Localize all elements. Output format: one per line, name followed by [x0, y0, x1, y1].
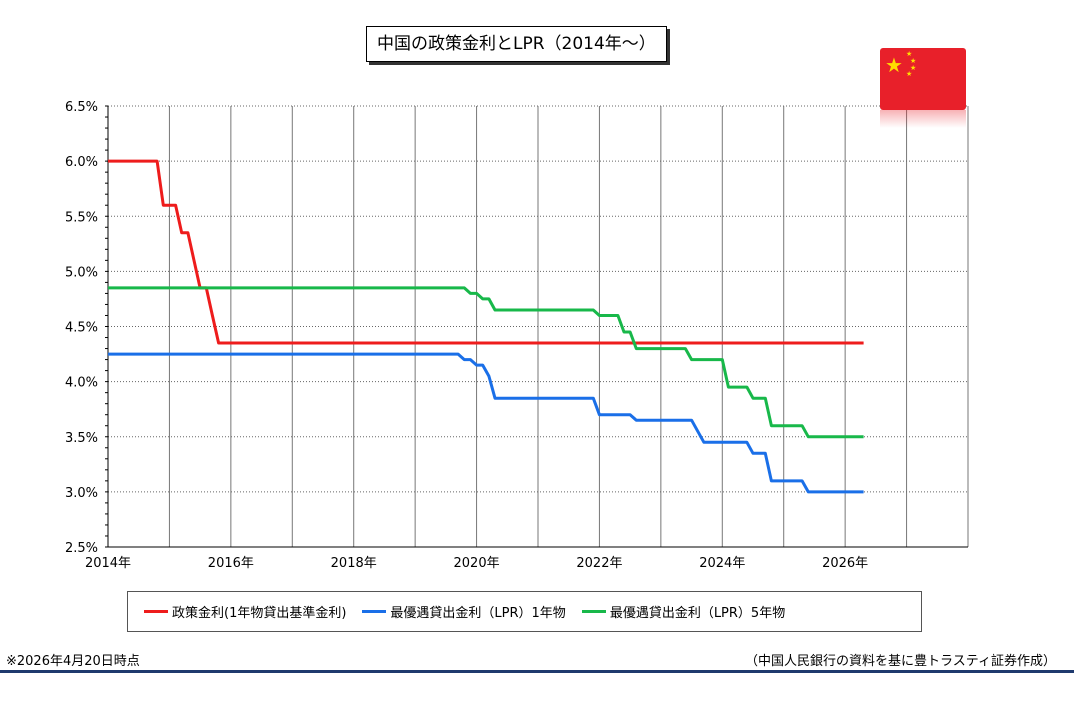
series-lines	[108, 159, 864, 494]
small-star-icon: ★	[910, 64, 917, 72]
legend-item-lpr5: 最優遇貸出金利（LPR）5年物	[581, 602, 786, 621]
y-tick-label: 6.5%	[65, 100, 98, 115]
x-tick-label: 2022年	[576, 556, 622, 571]
chart-title: 中国の政策金利とLPR（2014年〜）	[366, 26, 667, 62]
series-line-2	[108, 286, 864, 439]
small-star-icon: ★	[910, 57, 917, 65]
source-note: （中国人民銀行の資料を基に豊トラスティ証券作成）	[745, 654, 1056, 669]
china-flag-icon: ★ ★ ★ ★ ★	[880, 48, 966, 110]
x-tick-label: 2014年	[85, 556, 131, 571]
tick-labels: 2.5% 3.0% 3.5% 4.0% 4.5% 5.0% 5.5% 6.0% 6.5% 2014…	[65, 100, 868, 571]
small-star-icon: ★	[906, 50, 913, 58]
y-tick-label: 6.0%	[65, 155, 98, 170]
legend-label: 最優遇貸出金利（LPR）1年物	[390, 606, 566, 621]
x-tick-label: 2020年	[454, 556, 500, 571]
x-tick-label: 2026年	[822, 556, 868, 571]
grid-lines	[108, 105, 969, 547]
date-note: ※2026年4月20日時点	[6, 654, 140, 669]
legend-label: 最優遇貸出金利（LPR）5年物	[609, 606, 786, 621]
legend-swatch-policy	[144, 610, 168, 613]
series-line-0	[108, 159, 864, 345]
legend-item-policy: 政策金利(1年物貸出基準金利)	[144, 602, 346, 621]
chart-legend: 政策金利(1年物貸出基準金利) 最優遇貸出金利（LPR）1年物 最優遇貸出金利（…	[127, 591, 922, 632]
axes	[105, 105, 968, 548]
x-tick-label: 2024年	[699, 556, 745, 571]
y-tick-label: 2.5%	[65, 541, 98, 556]
y-tick-label: 3.0%	[65, 486, 98, 501]
x-tick-label: 2018年	[331, 556, 377, 571]
y-tick-label: 3.5%	[65, 431, 98, 446]
x-tick-label: 2016年	[208, 556, 254, 571]
flag-reflection	[880, 110, 966, 128]
series-line-1	[108, 352, 864, 494]
legend-item-lpr1: 最優遇貸出金利（LPR）1年物	[362, 602, 566, 621]
legend-swatch-lpr5	[581, 610, 606, 613]
y-tick-label: 5.0%	[65, 265, 98, 280]
y-tick-label: 4.5%	[65, 321, 98, 336]
y-tick-label: 5.5%	[65, 210, 98, 225]
legend-label: 政策金利(1年物貸出基準金利)	[172, 606, 347, 621]
small-star-icon: ★	[906, 70, 913, 78]
bottom-rule	[0, 670, 1074, 673]
y-tick-label: 4.0%	[65, 376, 98, 391]
large-star-icon: ★	[885, 53, 903, 77]
legend-swatch-lpr1	[362, 610, 387, 613]
